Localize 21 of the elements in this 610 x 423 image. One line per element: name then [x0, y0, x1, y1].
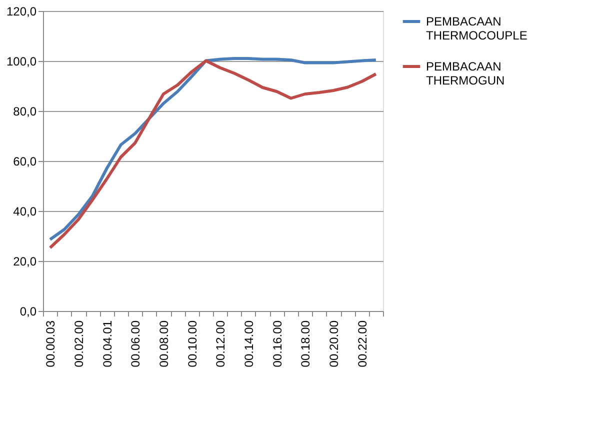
legend-label: PEMBACAAN THERMOGUN — [426, 60, 505, 88]
x-tick-label: 00.02.00 — [72, 320, 86, 368]
x-tick-label: 00.06.00 — [128, 320, 143, 368]
x-tick-label: 00.16.00 — [270, 320, 284, 368]
y-tick-label: 0,0 — [20, 304, 37, 318]
y-tick-label: 100,0 — [6, 54, 37, 68]
x-tick-label: 00.08.00 — [156, 320, 171, 368]
legend-label: PEMBACAAN THERMOCOUPLE — [426, 14, 528, 42]
y-tick-label: 120,0 — [6, 4, 37, 18]
y-tick-label: 20,0 — [13, 254, 37, 268]
x-tick-label: 00.22.00 — [355, 320, 370, 368]
y-tick-label: 80,0 — [13, 104, 37, 118]
x-tick-label: 00.18.00 — [298, 320, 313, 368]
y-tick-label: 40,0 — [13, 204, 37, 218]
x-tick-label: 00.14.00 — [242, 320, 256, 368]
y-tick-label: 60,0 — [13, 154, 37, 168]
x-tick-label: 00.10.00 — [185, 320, 200, 368]
x-tick-label: 00.00.03 — [44, 320, 58, 368]
x-tick-label: 00.12.00 — [214, 320, 228, 368]
x-tick-label: 00.04.01 — [100, 320, 114, 368]
x-tick-label: 00.20.00 — [326, 320, 341, 368]
